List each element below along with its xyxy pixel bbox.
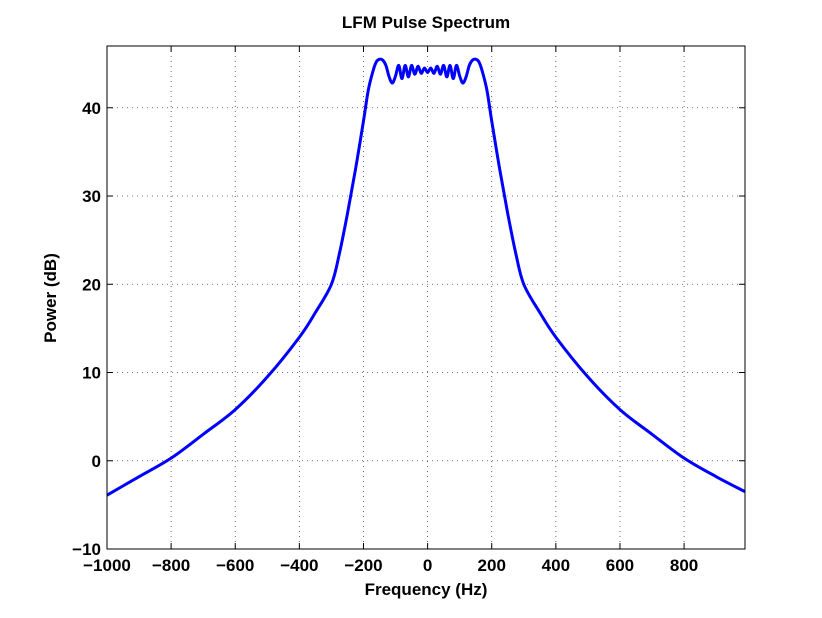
y-tick-labels: −10 0 10 20 30 40 (72, 99, 101, 559)
x-tick-label: −800 (152, 556, 190, 575)
y-tick-label: 30 (82, 187, 101, 206)
plot-series (106, 57, 746, 497)
x-tick-label: 600 (606, 556, 634, 575)
x-tick-label: −600 (216, 556, 254, 575)
x-tick-label: −1000 (83, 556, 131, 575)
x-tick-label: 800 (670, 556, 698, 575)
y-tick-label: −10 (72, 540, 101, 559)
axis-ticks (106, 46, 745, 550)
x-tick-labels: −1000 −800 −600 −400 −200 0 200 400 600 800 (83, 556, 698, 575)
x-tick-label: 400 (542, 556, 570, 575)
chart-title: LFM Pulse Spectrum (342, 13, 510, 32)
series-line-spectrum (106, 57, 746, 497)
y-tick-label: 40 (82, 99, 101, 118)
y-tick-label: 20 (82, 275, 101, 294)
x-tick-label: −200 (344, 556, 382, 575)
x-tick-label: 200 (478, 556, 506, 575)
plot-frame (106, 45, 746, 550)
y-tick-label: 0 (92, 452, 101, 471)
x-tick-label: 0 (423, 556, 432, 575)
y-tick-label: 10 (82, 364, 101, 383)
x-tick-label: −400 (280, 556, 318, 575)
y-axis-label: Power (dB) (41, 253, 60, 343)
x-axis-label: Frequency (Hz) (365, 580, 488, 599)
